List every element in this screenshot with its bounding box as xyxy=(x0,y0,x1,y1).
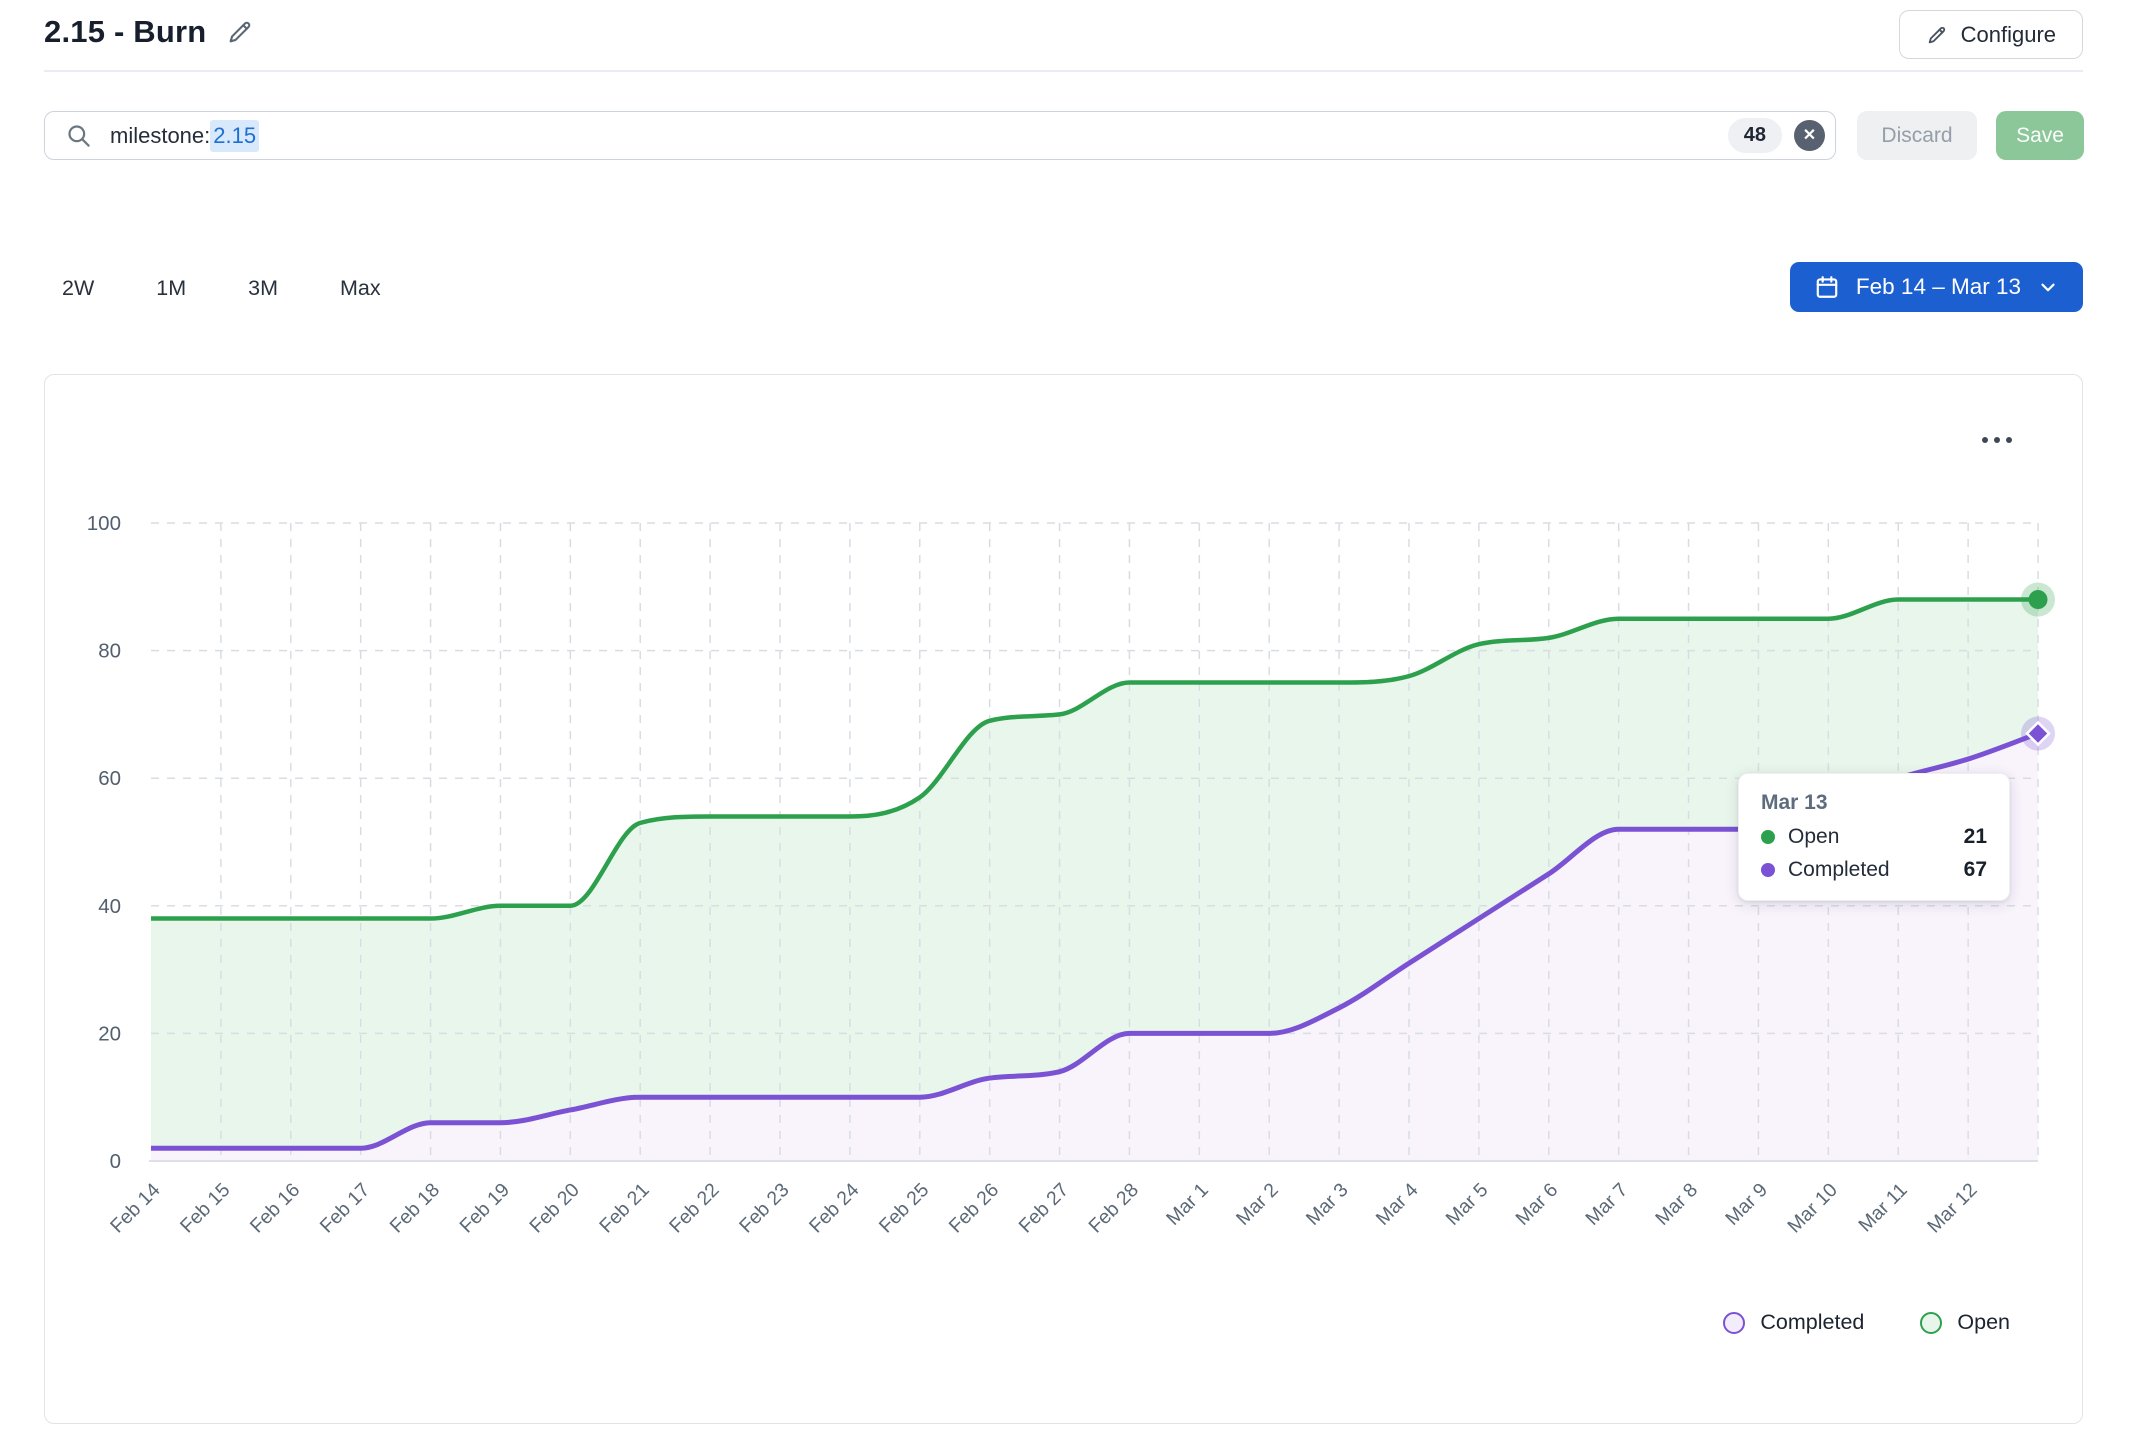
svg-text:Feb 28: Feb 28 xyxy=(1084,1179,1142,1237)
tooltip-completed-value: 67 xyxy=(1963,858,1987,881)
page-title: 2.15 - Burn xyxy=(44,14,254,50)
svg-text:60: 60 xyxy=(98,767,121,790)
preset-3m-button[interactable]: 3M xyxy=(244,270,282,307)
svg-text:Mar 11: Mar 11 xyxy=(1854,1179,1911,1236)
tooltip-row-open: Open 21 xyxy=(1761,825,1987,849)
tooltip-completed-label: Completed xyxy=(1788,858,1890,881)
date-range-label: Feb 14 – Mar 13 xyxy=(1855,274,2021,299)
svg-text:Feb 17: Feb 17 xyxy=(316,1179,374,1237)
chevron-down-icon xyxy=(2041,283,2055,292)
preset-max-button[interactable]: Max xyxy=(336,270,385,307)
svg-text:Mar 9: Mar 9 xyxy=(1721,1179,1772,1230)
open-series-dot xyxy=(1761,830,1775,844)
filter-token-value: 2.15 xyxy=(210,119,260,152)
svg-text:100: 100 xyxy=(87,512,121,535)
svg-text:Mar 4: Mar 4 xyxy=(1372,1179,1423,1230)
svg-text:Feb 25: Feb 25 xyxy=(875,1179,934,1238)
svg-text:Mar 3: Mar 3 xyxy=(1302,1179,1353,1230)
tooltip-date: Mar 13 xyxy=(1761,791,1828,814)
filter-token-key: milestone: xyxy=(110,122,211,148)
close-icon: ✕ xyxy=(1802,127,1817,144)
save-button[interactable]: Save xyxy=(1996,111,2084,160)
edit-title-button[interactable] xyxy=(226,18,254,46)
svg-text:Feb 19: Feb 19 xyxy=(455,1179,513,1237)
svg-text:Feb 20: Feb 20 xyxy=(525,1179,584,1238)
legend-item-completed[interactable]: Completed xyxy=(1723,1310,1864,1335)
completed-series-dot xyxy=(1761,863,1775,877)
svg-text:Mar 7: Mar 7 xyxy=(1581,1179,1632,1230)
svg-text:Feb 22: Feb 22 xyxy=(665,1179,723,1237)
range-presets: 2W 1M 3M Max xyxy=(58,270,385,307)
configure-button[interactable]: Configure xyxy=(1898,10,2083,59)
svg-text:Mar 1: Mar 1 xyxy=(1162,1179,1213,1230)
page-title-text: 2.15 - Burn xyxy=(44,14,207,49)
svg-text:Mar 2: Mar 2 xyxy=(1232,1179,1283,1230)
svg-text:Mar 5: Mar 5 xyxy=(1442,1179,1493,1230)
svg-text:Mar 6: Mar 6 xyxy=(1512,1179,1563,1230)
svg-text:80: 80 xyxy=(98,640,121,663)
svg-text:0: 0 xyxy=(110,1150,121,1173)
discard-button[interactable]: Discard xyxy=(1857,111,1977,160)
ellipsis-icon xyxy=(1982,437,1988,443)
date-range-button[interactable]: Feb 14 – Mar 13 xyxy=(1789,262,2083,312)
configure-label: Configure xyxy=(1960,21,2056,47)
svg-text:Feb 26: Feb 26 xyxy=(945,1179,1003,1237)
svg-text:20: 20 xyxy=(98,1022,121,1045)
svg-text:Mar 10: Mar 10 xyxy=(1783,1179,1842,1238)
svg-text:Feb 18: Feb 18 xyxy=(386,1179,444,1237)
pencil-icon xyxy=(230,21,251,43)
calendar-icon xyxy=(1816,276,1838,298)
svg-text:Feb 14: Feb 14 xyxy=(106,1179,165,1238)
open-legend-label: Open xyxy=(1957,1310,2010,1334)
svg-text:Feb 27: Feb 27 xyxy=(1015,1179,1073,1237)
legend-item-open[interactable]: Open xyxy=(1920,1310,2010,1335)
chart-legend: Completed Open xyxy=(1723,1310,2010,1335)
tooltip-open-value: 21 xyxy=(1963,825,1987,848)
completed-legend-label: Completed xyxy=(1760,1310,1865,1334)
svg-text:Feb 23: Feb 23 xyxy=(735,1179,793,1237)
open-legend-swatch xyxy=(1920,1311,1943,1334)
svg-text:Feb 16: Feb 16 xyxy=(246,1179,304,1237)
svg-text:Feb 15: Feb 15 xyxy=(176,1179,235,1238)
preset-1m-button[interactable]: 1M xyxy=(152,270,190,307)
svg-text:Mar 12: Mar 12 xyxy=(1923,1179,1981,1237)
svg-text:Feb 21: Feb 21 xyxy=(595,1179,653,1237)
completed-legend-swatch xyxy=(1723,1311,1746,1334)
search-icon xyxy=(68,125,90,147)
pencil-icon xyxy=(1928,26,1945,43)
header-divider xyxy=(44,70,2083,72)
chart-tooltip: Mar 13 Open 21 Completed 67 xyxy=(1738,773,2010,901)
clear-filter-button[interactable]: ✕ xyxy=(1794,120,1825,151)
filter-search-input[interactable]: milestone: 2.15 48 ✕ xyxy=(44,111,1836,160)
tooltip-open-label: Open xyxy=(1788,825,1840,848)
svg-text:Feb 24: Feb 24 xyxy=(805,1179,864,1238)
svg-text:40: 40 xyxy=(98,895,121,918)
preset-2w-button[interactable]: 2W xyxy=(58,270,98,307)
tooltip-row-completed: Completed 67 xyxy=(1761,858,1987,882)
chart-menu-button[interactable] xyxy=(1976,431,2018,449)
svg-text:Mar 8: Mar 8 xyxy=(1651,1179,1702,1230)
filter-query: milestone: 2.15 xyxy=(110,119,260,152)
result-count-badge: 48 xyxy=(1727,118,1782,153)
chart-card: 0 20 40 60 80 100 Feb 14 Feb 15 Feb 16 Feb 17 Feb … xyxy=(44,374,2083,1424)
